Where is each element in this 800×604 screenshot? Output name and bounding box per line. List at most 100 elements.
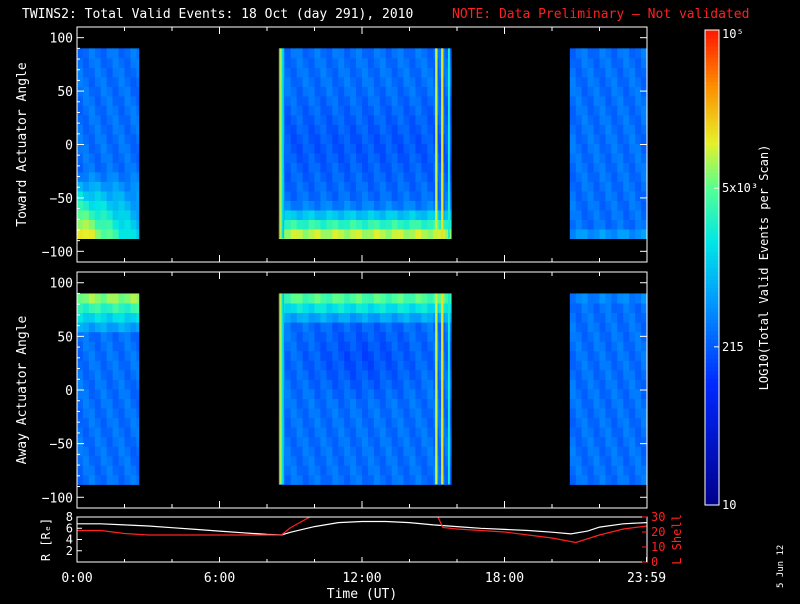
heatmap-cell [629,48,636,59]
heatmap-cell [611,76,618,87]
heatmap-cell [629,293,636,304]
heatmap-cell [338,303,345,314]
heatmap-cell [605,341,612,352]
heatmap-cell [617,209,624,220]
heatmap-cell [320,446,327,457]
heatmap-cell [302,171,310,182]
heatmap-cell [611,57,618,68]
heatmap-cell [124,219,131,230]
heatmap-cell [136,293,140,304]
heatmap-cell [421,133,428,144]
heatmap-cell [290,465,298,476]
heatmap-cell [623,408,630,419]
heatmap-cell [605,446,612,457]
heatmap-cell [397,417,405,428]
edge-stripe [282,293,285,485]
heatmap-cell [332,200,339,211]
heatmap-cell [82,181,90,192]
heatmap-cell [88,48,96,59]
heatmap-cell [587,152,595,163]
heatmap-cell [112,331,120,342]
heatmap-cell [391,465,399,476]
heatmap-cell [88,408,96,419]
heatmap-cell [118,162,125,173]
heatmap-cell [302,228,310,239]
heatmap-cell [605,76,612,87]
heatmap-cell [314,360,321,371]
heatmap-cell [415,105,422,116]
heatmap-cell [379,48,387,59]
heatmap-cell [421,95,428,106]
heatmap-cell [308,209,315,220]
heatmap-cell [338,436,345,447]
heatmap-cell [379,86,387,97]
edge-stripe [435,48,438,239]
heatmap-cell [320,398,327,409]
heatmap-cell [82,124,90,135]
heatmap-cell [611,379,618,390]
heatmap-cell [88,446,96,457]
heatmap-cell [599,341,606,352]
heatmap-cell [350,143,357,154]
heatmap-cell [362,312,369,323]
heatmap-cell [403,228,410,239]
heatmap-cell [362,105,369,116]
heatmap-cell [641,190,648,201]
heatmap-cell [77,57,84,68]
heatmap-cell [112,398,120,409]
heatmap-cell [338,67,345,78]
heatmap-cell [605,293,612,304]
heatmap-cell [367,171,375,182]
heatmap-cell [100,67,108,78]
heatmap-cell [332,152,339,163]
heatmap-cell [373,48,381,59]
heatmap-cell [290,408,298,419]
heatmap-cell [314,341,321,352]
colorbar-segment [705,192,719,197]
l-tick-label: 30 [651,510,665,524]
heatmap-cell [82,436,90,447]
heatmap-cell [373,436,381,447]
heatmap-cell [82,465,90,476]
heatmap-cell [124,67,131,78]
heatmap-cell [88,76,96,87]
heatmap-cell [284,360,292,371]
heatmap-cell [605,322,612,333]
heatmap-cell [617,190,624,201]
heatmap-cell [415,133,422,144]
heatmap-cell [629,105,636,116]
heatmap-cell [296,67,304,78]
heatmap-cell [593,209,600,220]
heatmap-cell [124,465,131,476]
heatmap-cell [106,48,114,59]
heatmap-cell [587,331,595,342]
heatmap-cell [296,133,304,144]
colorbar-segment [705,421,719,427]
heatmap-cell [415,124,422,135]
colorbar-segment [705,322,719,328]
heatmap-cell [581,162,589,173]
heatmap-cell [623,143,630,154]
heatmap-cell [308,331,315,342]
heatmap-cell [320,436,327,447]
heatmap-cell [391,331,399,342]
heatmap-cell [284,57,292,68]
heatmap-cell [421,350,428,361]
heatmap-cell [82,190,90,201]
heatmap-cell [617,427,624,438]
heatmap-cell [338,312,345,323]
heatmap-cell [367,114,375,125]
heatmap-cell [344,341,351,352]
heatmap-cell [290,293,298,304]
heatmap-cell [302,322,310,333]
heatmap-cell [581,209,589,220]
heatmap-cell [326,446,333,457]
heatmap-cell [599,360,606,371]
heatmap-cell [593,369,600,380]
heatmap-cell [290,143,298,154]
heatmap-cell [367,369,375,380]
heatmap-cell [373,86,381,97]
heatmap-cell [88,293,96,304]
heatmap-cell [641,95,648,106]
heatmap-cell [605,398,612,409]
